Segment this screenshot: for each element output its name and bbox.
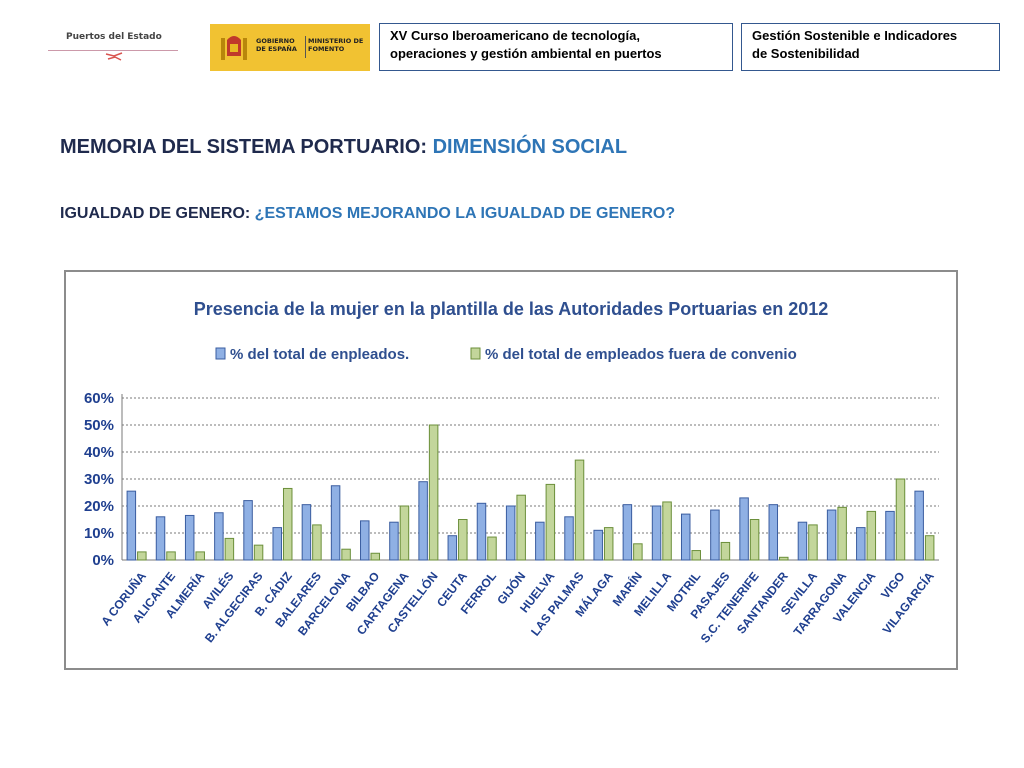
bar-series-1 [476, 502, 487, 561]
bar-series-2 [370, 552, 381, 561]
course-title-box: XV Curso Iberoamericano de tecnología, o… [379, 23, 733, 71]
bar-series-2 [837, 506, 847, 561]
bar-series-1 [505, 505, 516, 561]
puertos-del-estado-logo: Puertos del Estado [48, 24, 178, 64]
bar-series-1 [622, 504, 633, 561]
bar-series-2 [808, 524, 818, 561]
bar-series-2 [603, 527, 614, 561]
bar-series-2 [282, 487, 293, 561]
bar-series-2 [166, 551, 176, 561]
topic-box-line2: de Sostenibilidad [752, 46, 860, 61]
legend-label-series-2: % del total de empleados fuera de conven… [485, 346, 797, 363]
bar-series-2 [633, 543, 643, 561]
page-title-prefix: MEMORIA DEL SISTEMA PORTUARIO: [60, 136, 433, 158]
y-tick-label: 60% [84, 390, 114, 407]
bar-series-2 [749, 519, 760, 561]
bar-series-1 [826, 509, 837, 561]
bar-series-1 [126, 490, 137, 561]
bar-chart: Presencia de la mujer en la plantilla de… [84, 299, 939, 646]
chart-title: Presencia de la mujer en la plantilla de… [194, 299, 829, 319]
bar-series-1 [680, 513, 691, 561]
page-title: MEMORIA DEL SISTEMA PORTUARIO: DIMENSIÓN… [60, 136, 627, 159]
y-tick-label: 50% [84, 417, 114, 434]
gobierno-espana-logo: GOBIERNO DE ESPAÑA MINISTERIO DE FOMENTO [210, 24, 370, 71]
category-label: VILAGARCÍA [879, 568, 937, 636]
y-tick-label: 10% [84, 525, 114, 542]
bar-series-2 [428, 424, 439, 561]
bar-series-2 [458, 519, 468, 561]
legend-swatch-series-1 [215, 347, 226, 360]
y-tick-label: 20% [84, 498, 114, 515]
bar-series-2 [137, 551, 147, 561]
logo-separator [305, 36, 306, 58]
bar-series-2 [545, 483, 556, 561]
page-subtitle: IGUALDAD DE GENERO: ¿ESTAMOS MEJORANDO L… [60, 205, 675, 223]
y-tick-label: 30% [84, 471, 114, 488]
bar-series-2 [895, 478, 906, 561]
bar-series-1 [768, 504, 779, 561]
bar-series-1 [389, 521, 399, 561]
chart-frame: Presencia de la mujer en la plantilla de… [64, 270, 958, 670]
bar-series-1 [214, 512, 224, 561]
topic-title-box: Gestión Sostenible e Indicadores de Sost… [741, 23, 1000, 71]
bar-series-2 [516, 494, 526, 561]
bar-series-2 [924, 535, 935, 561]
bar-series-2 [866, 510, 877, 561]
coat-of-arms-icon [221, 36, 247, 60]
logo-gov-text-2: MINISTERIO DE FOMENTO [308, 37, 364, 53]
logo-left-text: Puertos del Estado [66, 32, 162, 42]
bar-series-1 [885, 510, 895, 561]
bar-series-2 [779, 556, 789, 561]
bar-series-1 [914, 490, 924, 561]
bar-series-1 [301, 504, 312, 561]
bar-series-1 [243, 500, 253, 561]
bar-series-1 [710, 509, 720, 561]
bar-series-2 [195, 551, 205, 561]
bar-series-2 [574, 459, 585, 561]
bar-series-1 [856, 527, 866, 561]
bar-series-2 [253, 544, 264, 561]
legend-label-series-1: % del total de enpleados. [230, 346, 409, 363]
bar-series-1 [272, 527, 282, 561]
course-box-line2: operaciones y gestión ambiental en puert… [390, 46, 662, 61]
page-title-highlight: DIMENSIÓN SOCIAL [432, 136, 628, 158]
logo-rule [48, 50, 178, 51]
bar-series-2 [691, 550, 701, 561]
bar-series-1 [564, 516, 574, 561]
bar-series-1 [330, 485, 341, 561]
bar-series-2 [720, 541, 731, 561]
bar-series-1 [155, 516, 166, 561]
bar-series-1 [184, 514, 195, 561]
y-tick-label: 0% [92, 552, 114, 569]
logo-gov-text-1: GOBIERNO DE ESPAÑA [256, 37, 297, 53]
y-tick-label: 40% [84, 444, 114, 461]
wave-icon [105, 52, 123, 61]
course-box-line1: XV Curso Iberoamericano de tecnología, [390, 28, 640, 43]
bar-series-1 [593, 529, 603, 561]
bar-series-2 [399, 505, 410, 561]
bar-series-1 [535, 521, 545, 561]
bar-series-2 [341, 548, 351, 561]
bar-series-1 [360, 520, 370, 561]
page-subtitle-prefix: IGUALDAD DE GENERO: [60, 205, 255, 222]
page-subtitle-highlight: ¿ESTAMOS MEJORANDO LA IGUALDAD DE GENERO… [254, 205, 676, 222]
bar-series-1 [447, 535, 458, 561]
bar-series-1 [651, 505, 662, 561]
topic-box-line1: Gestión Sostenible e Indicadores [752, 28, 958, 43]
bar-series-2 [312, 524, 322, 561]
bar-series-1 [739, 497, 749, 561]
bar-series-1 [797, 521, 808, 561]
legend-swatch-series-2 [470, 347, 481, 360]
bar-series-2 [487, 536, 497, 561]
bar-series-2 [662, 501, 672, 561]
bar-series-2 [224, 537, 235, 561]
bar-series-1 [418, 481, 428, 561]
